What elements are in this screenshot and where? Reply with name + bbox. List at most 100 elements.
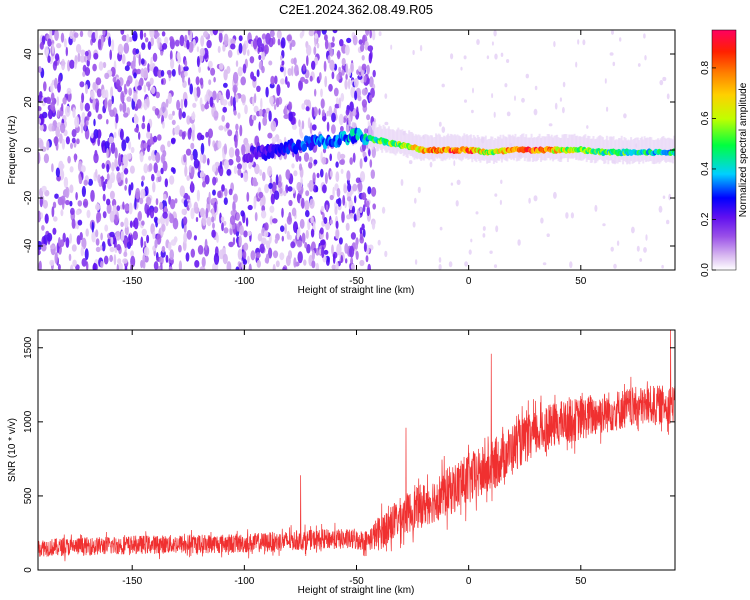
noise-blob <box>109 246 115 253</box>
noise-blob <box>218 125 224 131</box>
signal-halo <box>409 131 412 156</box>
noise-blob <box>141 175 146 181</box>
noise-blob <box>190 181 194 192</box>
noise-blob <box>150 56 153 68</box>
noise-blob <box>166 69 172 76</box>
noise-blob <box>223 82 228 88</box>
noise-blob <box>130 250 135 258</box>
noise-blob <box>280 37 286 49</box>
noise-blob <box>52 201 57 209</box>
noise-blob <box>540 217 544 224</box>
noise-blob <box>268 110 272 122</box>
signal-halo <box>561 134 564 159</box>
noise-blob <box>218 30 224 34</box>
noise-blob <box>59 239 65 247</box>
noise-blob <box>362 35 366 46</box>
noise-blob <box>304 242 308 249</box>
noise-blob <box>190 166 195 177</box>
y-tick-label: -20 <box>23 190 34 205</box>
noise-blob <box>126 96 132 102</box>
noise-blob <box>256 69 260 78</box>
noise-blob <box>69 166 74 173</box>
noise-blob <box>191 129 195 142</box>
noise-blob <box>90 90 95 100</box>
noise-blob <box>284 105 288 117</box>
noise-blob <box>57 82 61 93</box>
noise-blob <box>240 94 246 104</box>
noise-blob <box>191 112 196 121</box>
noise-blob <box>161 101 167 113</box>
noise-blob <box>610 246 614 252</box>
noise-blob <box>288 211 292 222</box>
noise-blob <box>570 212 575 219</box>
noise-blob <box>658 205 663 213</box>
noise-blob <box>201 256 206 268</box>
noise-blob <box>109 254 113 263</box>
noise-blob <box>320 168 324 178</box>
noise-blob <box>408 160 413 165</box>
noise-blob <box>136 68 142 75</box>
noise-blob <box>412 221 416 228</box>
noise-blob <box>332 254 336 264</box>
noise-blob <box>269 205 275 213</box>
noise-blob <box>350 62 354 74</box>
noise-blob <box>60 195 66 205</box>
noise-blob <box>417 186 421 194</box>
noise-blob <box>199 152 204 163</box>
noise-blob <box>75 43 82 54</box>
noise-blob <box>124 265 128 270</box>
noise-blob <box>123 83 127 94</box>
noise-blob <box>84 67 91 76</box>
noise-blob <box>146 208 151 216</box>
noise-blob <box>38 260 42 270</box>
noise-blob <box>298 163 303 171</box>
figure-title: C2E1.2024.362.08.49.R05 <box>279 2 433 17</box>
noise-blob <box>286 81 290 88</box>
noise-blob <box>439 226 443 231</box>
noise-blob <box>172 217 179 230</box>
noise-blob <box>91 221 95 233</box>
noise-blob <box>43 153 50 164</box>
noise-blob <box>69 59 75 69</box>
signal-halo <box>548 134 550 159</box>
noise-blob <box>183 199 188 208</box>
signal-halo <box>457 135 460 160</box>
signal-halo <box>463 133 466 158</box>
noise-blob <box>190 153 194 161</box>
noise-blob <box>666 93 670 100</box>
noise-blob <box>489 250 493 254</box>
noise-blob <box>335 97 339 105</box>
signal-halo <box>447 133 450 158</box>
noise-blob <box>482 233 486 238</box>
spectrogram-marks <box>38 30 675 270</box>
noise-blob <box>308 180 314 192</box>
noise-blob <box>155 198 159 206</box>
noise-blob <box>323 60 327 72</box>
noise-blob <box>264 222 269 231</box>
noise-blob <box>468 249 472 255</box>
noise-blob <box>328 42 332 51</box>
noise-blob <box>345 222 350 231</box>
noise-blob <box>335 220 339 229</box>
noise-blob <box>274 238 278 244</box>
noise-blob <box>81 185 86 198</box>
noise-blob <box>98 129 102 139</box>
noise-blob <box>253 93 257 104</box>
noise-blob <box>149 30 155 39</box>
signal-halo <box>374 123 377 147</box>
noise-blob <box>52 227 57 235</box>
noise-blob <box>141 180 144 187</box>
y-tick-label: -40 <box>23 238 34 253</box>
signal-halo <box>466 134 468 159</box>
noise-blob <box>211 207 215 217</box>
signal-blob <box>266 151 272 160</box>
noise-blob <box>51 43 55 55</box>
noise-blob <box>244 104 248 115</box>
noise-blob <box>227 49 233 58</box>
signal-halo <box>538 133 541 158</box>
noise-blob <box>234 137 238 149</box>
noise-blob <box>116 244 121 251</box>
signal-halo <box>661 136 664 161</box>
noise-blob <box>334 103 340 109</box>
noise-blob <box>212 30 218 36</box>
